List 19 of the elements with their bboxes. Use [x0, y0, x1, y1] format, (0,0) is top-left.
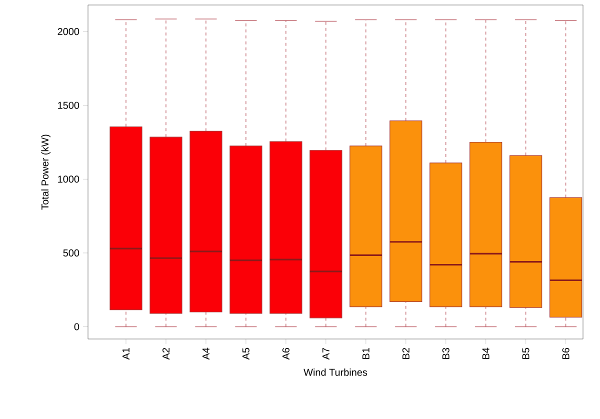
x-tick-label: A1 — [122, 348, 130, 360]
x-tick-label: B5 — [522, 348, 530, 359]
x-tick-label: A2 — [162, 348, 170, 360]
y-tick-label: 500 — [63, 249, 80, 256]
y-tick-label: 1000 — [58, 176, 80, 183]
x-tick-label: B6 — [562, 348, 570, 359]
y-tick-label: 1500 — [58, 102, 80, 109]
x-tick-label: B3 — [442, 348, 450, 359]
x-tick-label: A6 — [282, 348, 290, 360]
x-tick-label: B2 — [402, 348, 410, 359]
x-tick-label: A5 — [242, 348, 250, 360]
x-tick-label: B4 — [482, 348, 490, 359]
y-tick-label: 0 — [74, 323, 80, 330]
y-axis-title: Total Power (kW) — [41, 134, 50, 210]
x-tick-label: A4 — [202, 348, 210, 360]
x-axis-title: Wind Turbines — [304, 368, 368, 376]
x-tick-label: B1 — [362, 348, 370, 359]
y-tick-label: 2000 — [58, 28, 80, 36]
x-tick-label: A7 — [322, 348, 330, 360]
